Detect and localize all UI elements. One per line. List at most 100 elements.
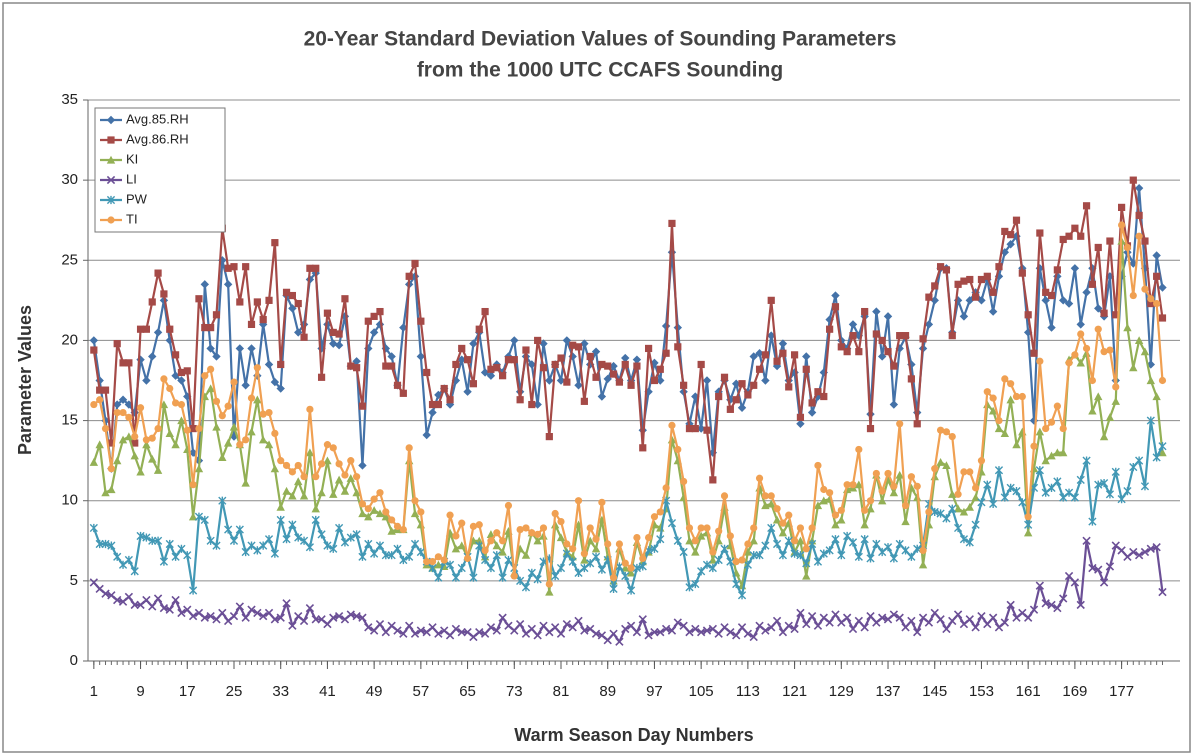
marker — [592, 535, 600, 543]
marker — [136, 531, 145, 541]
marker — [621, 360, 629, 369]
marker — [796, 413, 805, 421]
marker — [662, 349, 670, 357]
marker — [814, 388, 822, 396]
marker — [498, 547, 507, 556]
marker — [965, 296, 974, 305]
marker — [1006, 395, 1015, 404]
marker — [323, 541, 332, 550]
marker — [148, 454, 157, 463]
marker — [580, 626, 589, 635]
marker — [697, 524, 705, 532]
marker — [399, 525, 407, 534]
marker — [1047, 483, 1056, 492]
marker — [580, 339, 589, 348]
marker — [194, 512, 204, 521]
marker — [148, 352, 157, 361]
marker — [953, 610, 963, 619]
marker — [90, 400, 98, 409]
marker — [434, 400, 442, 409]
marker — [218, 496, 227, 505]
legend-label: Avg.85.RH — [126, 111, 189, 126]
marker — [288, 304, 297, 313]
marker — [486, 371, 496, 380]
marker — [1118, 203, 1126, 211]
marker — [119, 408, 127, 417]
marker — [667, 519, 677, 528]
marker — [166, 384, 174, 393]
marker — [615, 540, 624, 548]
marker — [177, 416, 186, 425]
marker — [983, 619, 992, 629]
marker — [1099, 432, 1109, 441]
marker — [106, 155, 116, 164]
marker — [860, 535, 869, 544]
marker — [1106, 237, 1114, 245]
marker — [785, 511, 793, 519]
marker — [452, 532, 460, 540]
chart-title: from the 1000 UTC CCAFS Sounding — [417, 59, 783, 82]
marker — [650, 544, 659, 553]
marker — [556, 533, 566, 542]
marker — [1076, 475, 1085, 484]
marker — [737, 403, 747, 412]
marker — [253, 395, 262, 404]
marker — [1059, 235, 1067, 244]
marker — [737, 623, 747, 632]
legend-label: KI — [126, 151, 138, 166]
marker — [294, 299, 302, 308]
marker — [702, 626, 712, 635]
marker — [988, 307, 998, 316]
marker — [627, 381, 635, 389]
marker — [743, 547, 753, 556]
marker — [580, 550, 588, 558]
marker — [288, 491, 297, 500]
marker — [1123, 243, 1132, 252]
marker — [96, 396, 104, 404]
marker — [749, 352, 758, 361]
series — [90, 176, 1167, 484]
marker — [1024, 513, 1032, 521]
marker — [819, 368, 828, 377]
marker — [656, 627, 665, 637]
marker — [358, 402, 367, 410]
marker — [119, 359, 127, 367]
marker — [842, 613, 852, 622]
x-tick-label: 97 — [646, 683, 663, 700]
marker — [458, 519, 466, 527]
marker — [521, 583, 531, 592]
marker — [807, 408, 817, 417]
marker — [125, 359, 133, 367]
marker — [124, 555, 133, 565]
marker — [416, 352, 426, 361]
marker — [299, 536, 309, 545]
marker — [586, 536, 595, 545]
marker — [569, 341, 577, 349]
marker — [528, 529, 536, 537]
marker — [271, 239, 279, 247]
marker — [411, 259, 419, 268]
marker — [534, 530, 542, 538]
marker — [591, 347, 601, 356]
marker — [475, 536, 484, 545]
marker — [381, 551, 390, 560]
marker — [755, 551, 764, 560]
marker — [603, 635, 612, 645]
marker — [440, 384, 448, 393]
marker — [872, 307, 881, 316]
marker — [1076, 358, 1085, 367]
marker — [171, 552, 180, 561]
marker — [925, 508, 933, 516]
marker — [393, 381, 402, 389]
marker — [884, 469, 892, 478]
marker — [650, 376, 659, 385]
marker — [1099, 578, 1109, 587]
marker — [235, 602, 244, 611]
marker — [1070, 493, 1079, 502]
x-tick-label: 129 — [829, 683, 854, 700]
marker — [352, 611, 361, 621]
marker — [136, 404, 145, 412]
marker — [896, 332, 904, 340]
marker — [312, 473, 320, 481]
marker — [159, 557, 169, 566]
